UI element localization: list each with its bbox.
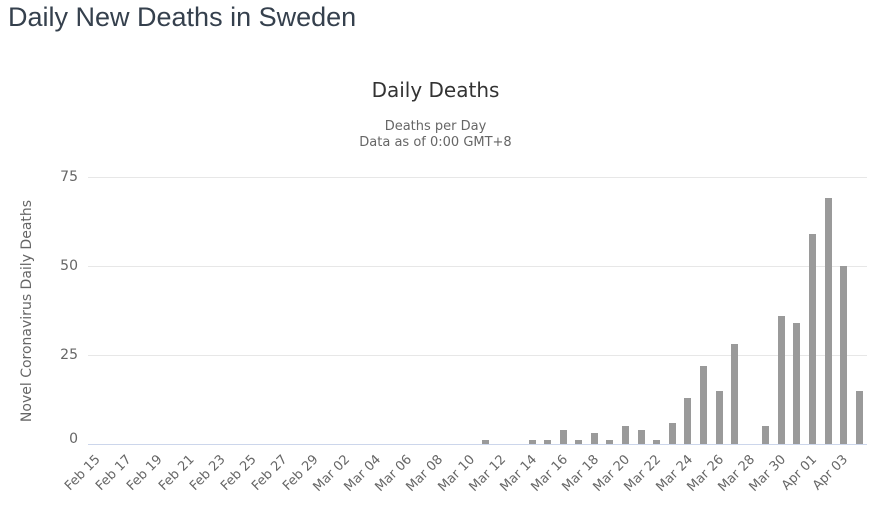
bar-mar-23[interactable] — [668, 423, 676, 444]
y-tick-label-50: 50 — [60, 258, 78, 274]
bar-apr-02[interactable] — [824, 198, 832, 444]
bar-mar-24[interactable] — [684, 398, 692, 444]
y-gridline-75 — [88, 177, 867, 178]
bar-mar-26[interactable] — [715, 391, 723, 444]
page-title: Daily New Deaths in Sweden — [8, 2, 357, 32]
y-tick-label-75: 75 — [60, 169, 78, 185]
chart-title: Daily Deaths — [371, 78, 500, 102]
bar-mar-27[interactable] — [731, 344, 739, 444]
x-axis-line — [88, 444, 867, 445]
bar-mar-16[interactable] — [559, 430, 567, 444]
bar-apr-04[interactable] — [855, 391, 863, 444]
chart-subtitle-line1: Deaths per Day — [384, 119, 487, 134]
y-tick-label-25: 25 — [60, 347, 78, 363]
bar-mar-14[interactable] — [528, 440, 536, 444]
bar-mar-21[interactable] — [637, 430, 645, 444]
bar-mar-25[interactable] — [699, 366, 707, 444]
y-axis-title: Novel Coronavirus Daily Deaths — [19, 199, 35, 423]
bar-apr-03[interactable] — [840, 266, 848, 444]
bar-mar-17[interactable] — [575, 440, 583, 444]
bar-mar-29[interactable] — [762, 426, 770, 444]
bar-mar-11[interactable] — [481, 440, 489, 444]
bar-mar-18[interactable] — [590, 433, 598, 444]
chart-subtitle: Deaths per Day Data as of 0:00 GMT+8 — [0, 119, 871, 151]
bar-mar-20[interactable] — [622, 426, 629, 444]
bar-mar-22[interactable] — [653, 440, 661, 444]
bar-mar-19[interactable] — [606, 440, 614, 444]
y-gridline-25 — [88, 355, 867, 356]
chart-subtitle-line2: Data as of 0:00 GMT+8 — [359, 135, 512, 150]
y-gridline-50 — [88, 266, 867, 267]
bar-mar-15[interactable] — [544, 440, 552, 444]
bar-mar-31[interactable] — [793, 323, 801, 444]
bar-mar-30[interactable] — [777, 316, 785, 444]
bar-apr-01[interactable] — [809, 234, 816, 444]
y-tick-label-0: 0 — [69, 431, 78, 447]
